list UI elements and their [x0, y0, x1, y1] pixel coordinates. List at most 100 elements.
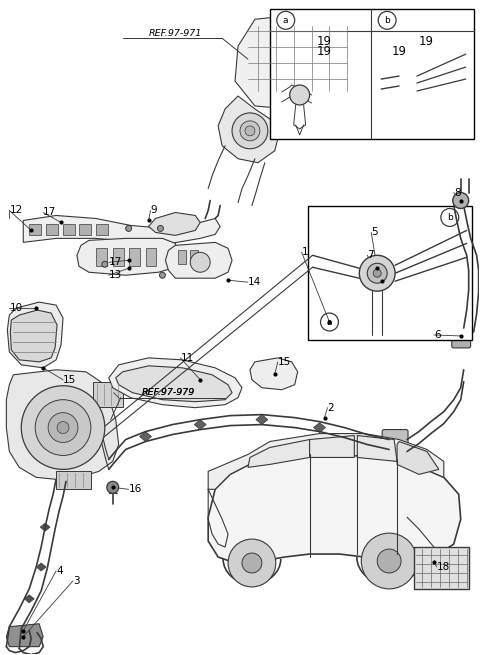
Bar — [308, 206, 472, 340]
Text: 9: 9 — [151, 206, 157, 215]
Polygon shape — [40, 523, 50, 531]
Text: 3: 3 — [73, 576, 80, 586]
Text: 19: 19 — [317, 35, 332, 48]
Text: 11: 11 — [180, 353, 193, 363]
Circle shape — [190, 252, 210, 272]
Circle shape — [360, 255, 395, 291]
Text: 14: 14 — [248, 277, 261, 287]
Polygon shape — [218, 96, 280, 162]
Circle shape — [126, 225, 132, 231]
Text: REF.97-979: REF.97-979 — [142, 388, 195, 397]
Circle shape — [290, 85, 310, 105]
Polygon shape — [256, 415, 268, 424]
Text: b: b — [447, 213, 453, 222]
Bar — [399, 68, 421, 90]
Polygon shape — [310, 436, 354, 457]
Polygon shape — [6, 624, 43, 646]
Bar — [46, 225, 58, 235]
Polygon shape — [116, 366, 232, 402]
Text: 17: 17 — [109, 257, 122, 267]
Text: 10: 10 — [9, 303, 23, 313]
Circle shape — [245, 126, 255, 136]
Bar — [129, 248, 140, 267]
Bar — [414, 547, 468, 589]
Polygon shape — [23, 215, 220, 244]
Polygon shape — [248, 440, 310, 468]
Polygon shape — [235, 13, 354, 111]
Text: a: a — [327, 318, 332, 327]
Text: 15: 15 — [63, 375, 76, 384]
Polygon shape — [77, 238, 179, 275]
Bar — [96, 248, 107, 267]
Polygon shape — [361, 434, 373, 445]
Text: b: b — [384, 16, 390, 25]
Bar — [63, 225, 75, 235]
Circle shape — [159, 272, 166, 278]
Circle shape — [453, 193, 468, 208]
Polygon shape — [208, 455, 461, 564]
Text: 4: 4 — [56, 566, 63, 576]
Circle shape — [57, 422, 69, 434]
Polygon shape — [6, 370, 119, 479]
Text: 2: 2 — [327, 403, 334, 413]
FancyBboxPatch shape — [382, 430, 408, 455]
Circle shape — [35, 400, 91, 455]
Circle shape — [242, 553, 262, 573]
Text: 13: 13 — [109, 271, 122, 280]
Circle shape — [232, 113, 268, 149]
Text: 16: 16 — [129, 484, 142, 495]
Circle shape — [240, 121, 260, 141]
Bar — [56, 472, 91, 489]
Text: 8: 8 — [454, 187, 460, 198]
Polygon shape — [11, 310, 57, 362]
Circle shape — [157, 225, 164, 231]
Circle shape — [102, 261, 108, 267]
Circle shape — [228, 539, 276, 587]
Text: 19: 19 — [419, 35, 433, 48]
Text: 12: 12 — [9, 206, 23, 215]
Circle shape — [361, 533, 417, 589]
Circle shape — [373, 269, 381, 277]
Bar — [96, 225, 108, 235]
Circle shape — [107, 481, 119, 493]
Polygon shape — [109, 358, 242, 407]
Polygon shape — [36, 563, 46, 571]
Text: a: a — [283, 16, 288, 25]
Bar — [179, 250, 186, 264]
Polygon shape — [140, 432, 152, 441]
Circle shape — [21, 386, 105, 470]
Text: REF.97-971: REF.97-971 — [149, 29, 202, 38]
Bar — [113, 248, 124, 267]
Text: 1: 1 — [301, 248, 308, 257]
Circle shape — [377, 549, 401, 573]
Polygon shape — [24, 595, 34, 603]
Polygon shape — [208, 434, 444, 489]
Polygon shape — [148, 212, 200, 235]
Bar — [29, 225, 41, 235]
Polygon shape — [397, 441, 439, 474]
Text: 18: 18 — [437, 562, 450, 572]
Text: 17: 17 — [43, 208, 56, 217]
Text: 19: 19 — [392, 45, 407, 58]
Text: 5: 5 — [371, 227, 378, 237]
Polygon shape — [250, 358, 298, 390]
Polygon shape — [7, 302, 63, 368]
Text: 6: 6 — [434, 330, 441, 340]
Polygon shape — [313, 422, 325, 432]
Bar — [79, 225, 91, 235]
Bar — [145, 248, 156, 267]
Circle shape — [367, 263, 387, 283]
Bar — [190, 250, 198, 264]
Ellipse shape — [310, 89, 324, 109]
Polygon shape — [194, 420, 206, 430]
Bar — [93, 382, 123, 407]
Text: 7: 7 — [367, 250, 374, 260]
Polygon shape — [166, 242, 232, 278]
Polygon shape — [357, 436, 397, 461]
Text: 15: 15 — [278, 357, 291, 367]
FancyBboxPatch shape — [452, 326, 471, 348]
Bar — [270, 9, 474, 139]
Text: REF.97-979: REF.97-979 — [142, 388, 195, 397]
Text: 19: 19 — [317, 45, 332, 58]
Circle shape — [48, 413, 78, 443]
